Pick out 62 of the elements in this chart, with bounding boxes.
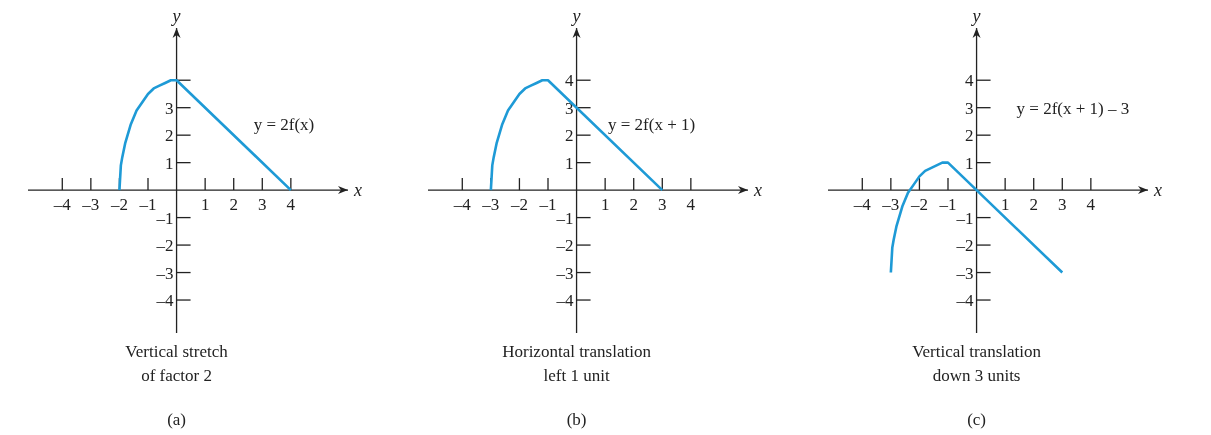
- x-tick-label: –2: [109, 195, 128, 215]
- x-tick-label: –3: [481, 195, 500, 215]
- y-tick-label: 4: [565, 71, 575, 91]
- x-tick-label: 4: [286, 195, 296, 215]
- y-tick-label: –4: [955, 291, 975, 311]
- x-tick-label: 4: [686, 195, 696, 215]
- y-tick-label: –2: [555, 236, 574, 256]
- y-axis-title: y: [170, 6, 181, 26]
- y-tick-label: 2: [165, 126, 174, 146]
- x-axis-title: x: [353, 180, 362, 201]
- y-tick-label: 3: [565, 98, 574, 118]
- annotation: y = 2f(x + 1) – 3: [1016, 98, 1130, 118]
- x-tick-label: –3: [881, 195, 900, 215]
- x-tick-label: –4: [852, 195, 872, 215]
- y-tick-label: –4: [555, 291, 575, 311]
- x-tick-label: 3: [258, 195, 267, 215]
- x-tick-label: 1: [600, 195, 610, 215]
- x-tick-label: –2: [509, 195, 528, 215]
- x-tick-label: 2: [629, 195, 638, 215]
- text: (a): [166, 409, 187, 431]
- x-tick-label: –4: [52, 195, 72, 215]
- y-tick-label: –1: [955, 208, 974, 228]
- y-axis-title: y: [970, 6, 981, 26]
- x-tick-label: 4: [1086, 195, 1096, 215]
- y-tick-label: 2: [965, 126, 974, 146]
- x-tick-label: 3: [658, 195, 667, 215]
- text: (c): [966, 409, 987, 431]
- text: Horizontal translation left 1 unit: [501, 341, 652, 387]
- y-tick-label: 4: [965, 71, 975, 91]
- annotation: y = 2f(x): [253, 115, 315, 135]
- x-tick-label: 2: [1029, 195, 1038, 215]
- x-tick-label: –3: [81, 195, 100, 215]
- y-tick-label: –1: [555, 208, 574, 228]
- y-tick-label: –3: [955, 263, 974, 283]
- x-axis-title: x: [1153, 180, 1162, 201]
- annotation: y = 2f(x + 1): [608, 115, 696, 135]
- text: (b): [565, 409, 588, 431]
- x-tick-label: –1: [138, 195, 157, 215]
- text: Vertical stretch of factor 2: [124, 341, 229, 387]
- y-tick-label: –1: [155, 208, 174, 228]
- x-tick-label: 1: [1000, 195, 1010, 215]
- y-tick-label: 3: [165, 98, 174, 118]
- y-tick-label: 1: [165, 153, 174, 173]
- y-tick-label: 1: [565, 153, 574, 173]
- y-tick-label: –2: [155, 236, 174, 256]
- y-axis-title: y: [570, 6, 581, 26]
- y-tick-label: –2: [955, 236, 974, 256]
- y-tick-label: 3: [965, 98, 974, 118]
- x-axis-title: x: [753, 180, 762, 201]
- y-tick-label: –4: [155, 291, 175, 311]
- x-tick-label: –4: [452, 195, 472, 215]
- text: Vertical translation down 3 units: [911, 341, 1042, 387]
- y-tick-label: –3: [555, 263, 574, 283]
- x-tick-label: –2: [909, 195, 928, 215]
- y-tick-label: –3: [155, 263, 174, 283]
- x-tick-label: 2: [229, 195, 238, 215]
- y-tick-label: 2: [565, 126, 574, 146]
- x-tick-label: 3: [1058, 195, 1067, 215]
- x-tick-label: –1: [938, 195, 957, 215]
- x-tick-label: –1: [538, 195, 557, 215]
- x-tick-label: 1: [200, 195, 210, 215]
- y-tick-label: 1: [965, 153, 974, 173]
